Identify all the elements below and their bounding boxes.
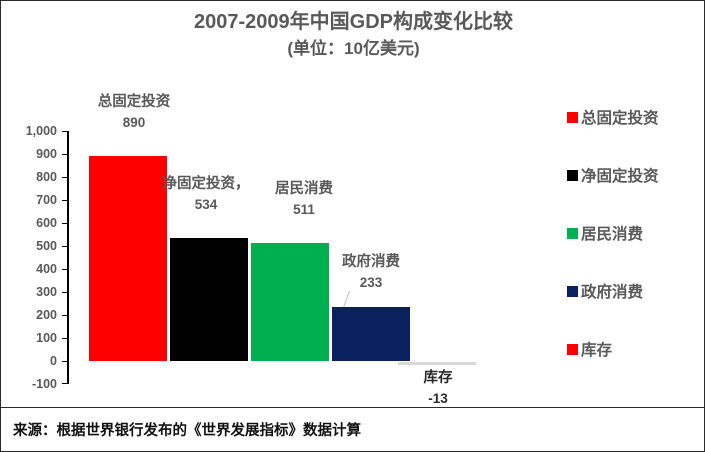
datalabel-net-fixed-investment: 净固定投资， 534 bbox=[146, 175, 266, 214]
y-tick-1000: 1,000 bbox=[25, 124, 57, 138]
value-axis-line bbox=[67, 131, 69, 384]
plot-area bbox=[62, 131, 562, 385]
government-consumption-leader-line bbox=[343, 290, 350, 308]
y-axis-tick-labels: 1,000 900 800 700 600 500 400 300 200 10… bbox=[1, 124, 61, 391]
datalabel-household-consumption: 居民消费 511 bbox=[249, 180, 359, 219]
datalabel-name: 政府消费 bbox=[342, 254, 400, 270]
datalabel-inventory: 库存 -13 bbox=[383, 369, 493, 408]
datalabel-name: 库存 bbox=[423, 370, 453, 386]
datalabel-name: 总固定投资 bbox=[97, 94, 171, 110]
legend-item-net-fixed-investment[interactable]: 净固定投资 bbox=[567, 165, 702, 185]
legend-item-label: 库存 bbox=[581, 342, 613, 359]
y-tick-100: 100 bbox=[36, 331, 57, 345]
datalabel-value: -13 bbox=[428, 391, 448, 406]
y-tick-800: 800 bbox=[36, 170, 57, 184]
axis-tick-neg100 bbox=[62, 383, 67, 385]
axis-tick-100 bbox=[62, 338, 67, 340]
datalabel-name: 净固定投资， bbox=[162, 176, 250, 192]
datalabel-name: 居民消费 bbox=[275, 181, 333, 197]
axis-tick-800 bbox=[62, 177, 67, 179]
title-block: 2007-2009年中国GDP构成变化比较 (单位：10亿美元) bbox=[1, 9, 704, 61]
y-tick-0: 0 bbox=[50, 354, 57, 368]
legend-item-inventory[interactable]: 库存 bbox=[567, 339, 702, 359]
legend-item-total-fixed-investment[interactable]: 总固定投资 bbox=[567, 107, 702, 127]
legend-swatch-icon bbox=[567, 227, 578, 239]
axis-tick-1000 bbox=[62, 131, 67, 133]
axis-tick-900 bbox=[62, 154, 67, 156]
axis-tick-0 bbox=[62, 361, 67, 363]
bar-total-fixed-investment bbox=[89, 156, 167, 361]
axis-tick-300 bbox=[62, 292, 67, 294]
datalabel-value: 534 bbox=[194, 197, 218, 212]
bar-government-consumption bbox=[332, 307, 410, 361]
legend-item-government-consumption[interactable]: 政府消费 bbox=[567, 281, 702, 301]
axis-tick-200 bbox=[62, 315, 67, 317]
legend-swatch-icon bbox=[567, 111, 578, 123]
bar-household-consumption bbox=[251, 243, 329, 361]
datalabel-value: 890 bbox=[122, 115, 146, 130]
legend-swatch-icon bbox=[567, 343, 578, 355]
chart-legend: 总固定投资 净固定投资 居民消费 政府消费 库存 bbox=[567, 107, 702, 397]
axis-tick-500 bbox=[62, 246, 67, 248]
datalabel-government-consumption: 政府消费 233 bbox=[316, 253, 426, 292]
axis-tick-700 bbox=[62, 200, 67, 202]
source-divider bbox=[1, 407, 704, 408]
y-tick-400: 400 bbox=[36, 262, 57, 276]
y-tick-300: 300 bbox=[36, 285, 57, 299]
chart-title: 2007-2009年中国GDP构成变化比较 bbox=[194, 11, 513, 33]
bar-net-fixed-investment bbox=[170, 237, 248, 361]
chart-subtitle: (单位：10亿美元) bbox=[287, 39, 420, 58]
axis-tick-600 bbox=[62, 223, 67, 225]
legend-item-label: 总固定投资 bbox=[581, 110, 659, 127]
legend-item-label: 居民消费 bbox=[581, 226, 644, 243]
legend-swatch-icon bbox=[567, 169, 578, 181]
legend-item-household-consumption[interactable]: 居民消费 bbox=[567, 223, 702, 243]
legend-item-label: 政府消费 bbox=[581, 284, 644, 301]
datalabel-value: 233 bbox=[359, 275, 383, 290]
y-tick-500: 500 bbox=[36, 239, 57, 253]
legend-item-label: 净固定投资 bbox=[581, 168, 659, 185]
datalabel-total-fixed-investment: 总固定投资 890 bbox=[79, 93, 189, 132]
y-tick-200: 200 bbox=[36, 308, 57, 322]
y-tick-900: 900 bbox=[36, 147, 57, 161]
legend-swatch-icon bbox=[567, 285, 578, 297]
datalabel-value: 511 bbox=[293, 202, 315, 217]
source-note: 来源：根据世界银行发布的《世界发展指标》数据计算 bbox=[13, 423, 361, 439]
axis-tick-400 bbox=[62, 269, 67, 271]
y-tick-neg100: -100 bbox=[31, 377, 57, 391]
y-tick-600: 600 bbox=[36, 216, 57, 230]
bar-inventory bbox=[398, 362, 476, 366]
y-tick-700: 700 bbox=[36, 193, 57, 207]
